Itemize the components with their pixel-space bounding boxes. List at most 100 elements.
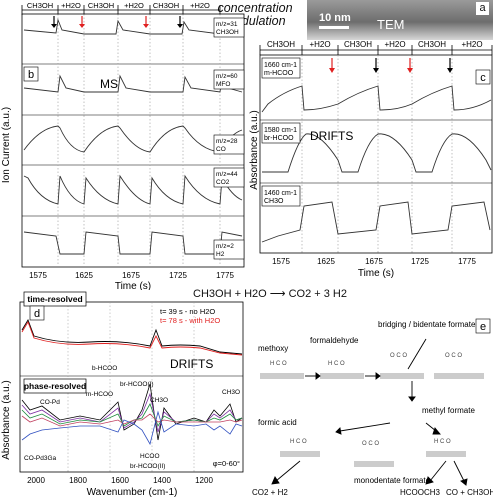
trace-br-hcoo bbox=[262, 133, 492, 173]
svg-text:CO2: CO2 bbox=[216, 179, 230, 186]
d-phi: φ=0-60° bbox=[213, 459, 240, 468]
svg-text:O C O: O C O bbox=[390, 353, 407, 359]
svg-text:CO2 + H2: CO2 + H2 bbox=[252, 488, 288, 497]
scale-label: 10 nm bbox=[319, 12, 351, 24]
d-box-top: time-resolved bbox=[27, 294, 82, 304]
b-phase-6: +H2O bbox=[190, 1, 210, 10]
svg-text:H C O: H C O bbox=[270, 361, 287, 367]
tem-label: TEM bbox=[377, 17, 405, 32]
svg-text:bridging / bidentate formate: bridging / bidentate formate bbox=[378, 320, 476, 329]
svg-text:1725: 1725 bbox=[169, 271, 187, 280]
svg-text:1725: 1725 bbox=[411, 257, 429, 266]
svg-text:HCOOCH3: HCOOCH3 bbox=[400, 488, 441, 497]
svg-text:br-HCOO: br-HCOO bbox=[264, 135, 294, 142]
surface-2 bbox=[320, 373, 364, 379]
svg-text:monodentate formate: monodentate formate bbox=[354, 476, 431, 485]
svg-text:CH3OH: CH3OH bbox=[267, 40, 295, 49]
svg-text:methoxy: methoxy bbox=[258, 344, 288, 353]
scale-bar bbox=[319, 26, 349, 29]
svg-text:MFO: MFO bbox=[216, 81, 230, 88]
svg-text:formaldehyde: formaldehyde bbox=[310, 336, 359, 345]
svg-text:1575: 1575 bbox=[272, 257, 290, 266]
svg-text:br-HCOO(II): br-HCOO(II) bbox=[130, 463, 165, 470]
svg-text:1575: 1575 bbox=[29, 271, 47, 280]
b-trace-labels: m/z=31 CH3OH m/z=60 MFO m/z=28 CO m/z=44… bbox=[213, 17, 245, 260]
c-arrows bbox=[329, 58, 453, 73]
d-legend-2: t= 78 s - with H2O bbox=[160, 316, 220, 325]
svg-text:1675: 1675 bbox=[365, 257, 383, 266]
surface-1 bbox=[260, 373, 304, 379]
svg-text:HCOO: HCOO bbox=[140, 453, 160, 460]
svg-text:1775: 1775 bbox=[216, 271, 234, 280]
svg-text:1460 cm-1: 1460 cm-1 bbox=[264, 190, 297, 197]
svg-text:H C O: H C O bbox=[290, 439, 307, 445]
svg-text:+H2O: +H2O bbox=[384, 40, 405, 49]
svg-text:1625: 1625 bbox=[75, 271, 93, 280]
svg-text:H C O: H C O bbox=[328, 361, 345, 367]
svg-text:O C O: O C O bbox=[445, 353, 462, 359]
surface-6 bbox=[354, 461, 394, 467]
svg-text:CH3O: CH3O bbox=[150, 397, 168, 404]
svg-text:br-HCOO(I): br-HCOO(I) bbox=[120, 381, 154, 388]
panel-letter-c: c bbox=[480, 72, 486, 84]
panel-b-ms: Ion Current (a.u.) CH3OH +H2O CH3OH +H2O… bbox=[1, 1, 245, 290]
trace-ch3oh bbox=[23, 18, 243, 35]
svg-text:m/z=28: m/z=28 bbox=[216, 138, 238, 145]
phase-spectrum-5 bbox=[21, 410, 243, 446]
b-phase-2: +H2O bbox=[61, 1, 81, 10]
phase-spectrum-2 bbox=[21, 392, 243, 433]
panel-letter-a: a bbox=[476, 2, 489, 15]
svg-text:2000: 2000 bbox=[27, 476, 45, 485]
d-x-ticks: 2000 1800 1600 1400 1200 bbox=[27, 476, 213, 485]
svg-text:CO: CO bbox=[216, 146, 226, 153]
svg-text:m-HCOO: m-HCOO bbox=[264, 70, 294, 77]
c-x-ticks: 1575 1625 1675 1725 1775 bbox=[272, 257, 476, 266]
svg-text:m/z=31: m/z=31 bbox=[216, 21, 238, 28]
d-band-labels: b-HCOO m-HCOO br-HCOO(I) CH3O HCOO br-HC… bbox=[24, 365, 240, 470]
e-molecules: H C O H C O O C O O C O H C O O C O H C … bbox=[270, 353, 462, 447]
panel-b-y-axis: Ion Current (a.u.) bbox=[1, 107, 12, 183]
svg-text:1660 cm-1: 1660 cm-1 bbox=[264, 62, 297, 69]
phase-spectrum-4 bbox=[21, 413, 243, 427]
trace-co bbox=[23, 125, 243, 153]
panel-b-phase-bar: CH3OH +H2O CH3OH +H2O CH3OH +H2O bbox=[21, 1, 221, 15]
b-phase-5: CH3OH bbox=[153, 1, 179, 10]
svg-text:+H2O: +H2O bbox=[309, 40, 330, 49]
svg-text:1600: 1600 bbox=[111, 476, 129, 485]
b-x-ticks: 1575 1625 1675 1725 1775 bbox=[29, 271, 234, 280]
trace-m-hcoo bbox=[261, 85, 492, 113]
b-phase-3: CH3OH bbox=[88, 1, 114, 10]
svg-text:m-HCOO: m-HCOO bbox=[86, 391, 113, 398]
e-products: CO2 + H2 HCOOCH3 CO + CH3OH bbox=[252, 488, 493, 497]
c-method: DRIFTS bbox=[310, 129, 353, 143]
c-x-axis: Time (s) bbox=[358, 268, 394, 279]
svg-text:CO + CH3OH: CO + CH3OH bbox=[446, 488, 493, 497]
surface-5 bbox=[280, 451, 320, 457]
svg-text:m/z=44: m/z=44 bbox=[216, 171, 238, 178]
svg-text:m/z=60: m/z=60 bbox=[216, 73, 238, 80]
b-phase-1: CH3OH bbox=[27, 1, 53, 10]
b-method: MS bbox=[100, 77, 118, 91]
svg-text:1580 cm-1: 1580 cm-1 bbox=[264, 127, 297, 134]
panel-c-drifts: Absorbance (a.u.) CH3OH +H2O CH3OH +H2O … bbox=[249, 40, 493, 279]
d-legend-1: t= 39 s - no H2O bbox=[160, 307, 215, 316]
panel-c-y-axis: Absorbance (a.u.) bbox=[249, 110, 260, 190]
panel-d-y-axis: Absorbance (a.u.) bbox=[1, 380, 12, 460]
svg-text:H2: H2 bbox=[216, 251, 225, 258]
svg-text:m/z=2: m/z=2 bbox=[216, 243, 234, 250]
svg-text:1775: 1775 bbox=[458, 257, 476, 266]
e-species-labels: methoxy formaldehyde bridging / bidentat… bbox=[258, 320, 476, 485]
spectrum-no-h2o bbox=[21, 318, 243, 355]
trace-h2 bbox=[23, 231, 243, 255]
c-trace-labels: 1660 cm-1 m-HCOO 1580 cm-1 br-HCOO 1460 … bbox=[261, 57, 301, 207]
svg-text:CH3OH: CH3OH bbox=[418, 40, 446, 49]
svg-text:b-HCOO: b-HCOO bbox=[92, 365, 117, 372]
svg-text:CH3O: CH3O bbox=[264, 198, 284, 205]
surface-4 bbox=[434, 373, 484, 379]
tem-image: 10 nm TEM a bbox=[307, 0, 493, 40]
svg-text:1200: 1200 bbox=[195, 476, 213, 485]
panel-e-scheme: e methoxy formaldehyde bridging / bident… bbox=[252, 318, 493, 497]
reaction-equation: CH3OH + H2O ⟶ CO2 + 3 H2 bbox=[193, 288, 347, 300]
svg-text:1675: 1675 bbox=[122, 271, 140, 280]
svg-text:H C O: H C O bbox=[434, 439, 451, 445]
